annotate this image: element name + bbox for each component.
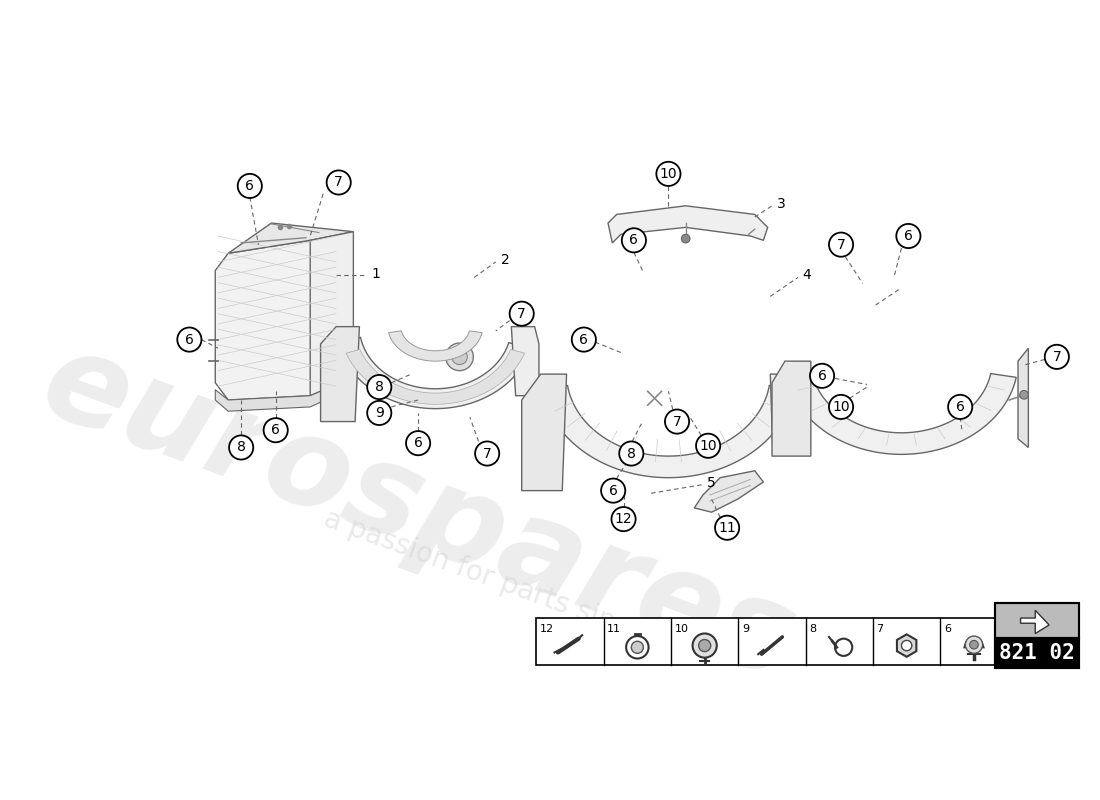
FancyBboxPatch shape — [537, 618, 1008, 665]
Text: 6: 6 — [904, 229, 913, 243]
Text: 7: 7 — [1053, 350, 1062, 364]
Text: 8: 8 — [375, 380, 384, 394]
Text: 7: 7 — [334, 175, 343, 190]
Polygon shape — [542, 386, 795, 478]
Circle shape — [452, 349, 468, 365]
Circle shape — [970, 640, 978, 649]
Polygon shape — [1018, 348, 1028, 447]
Text: a passion for parts since 1985: a passion for parts since 1985 — [320, 505, 724, 675]
Text: 6: 6 — [414, 436, 422, 450]
Text: 11: 11 — [718, 521, 736, 534]
Text: 6: 6 — [272, 423, 280, 438]
Text: 6: 6 — [245, 179, 254, 193]
Text: 6: 6 — [629, 234, 638, 247]
Polygon shape — [772, 361, 811, 456]
Circle shape — [810, 364, 834, 388]
Circle shape — [696, 434, 720, 458]
Text: 6: 6 — [956, 400, 965, 414]
Polygon shape — [320, 326, 360, 422]
Circle shape — [902, 640, 912, 650]
Circle shape — [229, 435, 253, 459]
Circle shape — [327, 170, 351, 194]
Polygon shape — [216, 240, 340, 400]
Text: 5: 5 — [707, 476, 716, 490]
Polygon shape — [310, 232, 353, 396]
Polygon shape — [608, 206, 768, 243]
Circle shape — [619, 442, 644, 466]
Text: 2: 2 — [500, 253, 509, 267]
Text: 11: 11 — [607, 625, 621, 634]
Polygon shape — [338, 338, 531, 409]
Circle shape — [631, 642, 644, 654]
Circle shape — [698, 639, 711, 652]
Circle shape — [966, 636, 982, 654]
Polygon shape — [388, 331, 482, 361]
Polygon shape — [965, 642, 983, 647]
Circle shape — [264, 418, 288, 442]
Text: 9: 9 — [741, 625, 749, 634]
Text: 821 02: 821 02 — [999, 643, 1075, 663]
Text: 7: 7 — [483, 446, 492, 461]
Circle shape — [1045, 345, 1069, 369]
Circle shape — [509, 302, 534, 326]
Polygon shape — [512, 326, 539, 396]
Polygon shape — [694, 470, 763, 512]
Text: 12: 12 — [540, 625, 554, 634]
Text: 10: 10 — [660, 167, 678, 181]
Circle shape — [601, 478, 625, 502]
Text: 10: 10 — [674, 625, 689, 634]
Text: 6: 6 — [817, 369, 826, 383]
Text: 3: 3 — [778, 197, 785, 211]
Circle shape — [948, 395, 972, 419]
Polygon shape — [521, 374, 566, 490]
Text: 7: 7 — [837, 238, 846, 252]
Circle shape — [693, 634, 717, 658]
Circle shape — [1020, 390, 1028, 399]
Circle shape — [406, 431, 430, 455]
Polygon shape — [1021, 610, 1049, 634]
Text: 6: 6 — [185, 333, 194, 346]
Circle shape — [829, 233, 854, 257]
Text: 10: 10 — [700, 438, 717, 453]
Polygon shape — [770, 374, 803, 452]
Text: 8: 8 — [810, 625, 816, 634]
Text: 7: 7 — [517, 306, 526, 321]
Polygon shape — [346, 350, 525, 404]
Circle shape — [446, 343, 473, 370]
Circle shape — [621, 228, 646, 253]
Text: 8: 8 — [236, 441, 245, 454]
Circle shape — [829, 395, 854, 419]
FancyBboxPatch shape — [994, 638, 1079, 667]
Text: 6: 6 — [608, 484, 617, 498]
Text: 7: 7 — [673, 414, 681, 429]
Circle shape — [367, 401, 392, 425]
Circle shape — [612, 507, 636, 531]
Circle shape — [475, 442, 499, 466]
Text: 6: 6 — [944, 625, 950, 634]
Text: eurospares: eurospares — [26, 320, 810, 704]
Circle shape — [896, 224, 921, 248]
Text: 9: 9 — [375, 406, 384, 420]
Polygon shape — [786, 374, 1016, 454]
Polygon shape — [216, 382, 340, 411]
Circle shape — [681, 234, 690, 243]
Text: 12: 12 — [615, 512, 632, 526]
Circle shape — [177, 327, 201, 352]
Circle shape — [238, 174, 262, 198]
Circle shape — [572, 327, 596, 352]
Circle shape — [715, 516, 739, 540]
FancyBboxPatch shape — [994, 603, 1079, 638]
Circle shape — [657, 162, 681, 186]
Circle shape — [367, 375, 392, 399]
Text: 4: 4 — [802, 268, 811, 282]
Text: 1: 1 — [372, 267, 381, 281]
Polygon shape — [896, 634, 916, 657]
Text: 10: 10 — [833, 400, 850, 414]
Circle shape — [666, 410, 689, 434]
Text: 8: 8 — [627, 446, 636, 461]
Text: 7: 7 — [877, 625, 883, 634]
Polygon shape — [228, 223, 353, 254]
Text: 6: 6 — [580, 333, 588, 346]
